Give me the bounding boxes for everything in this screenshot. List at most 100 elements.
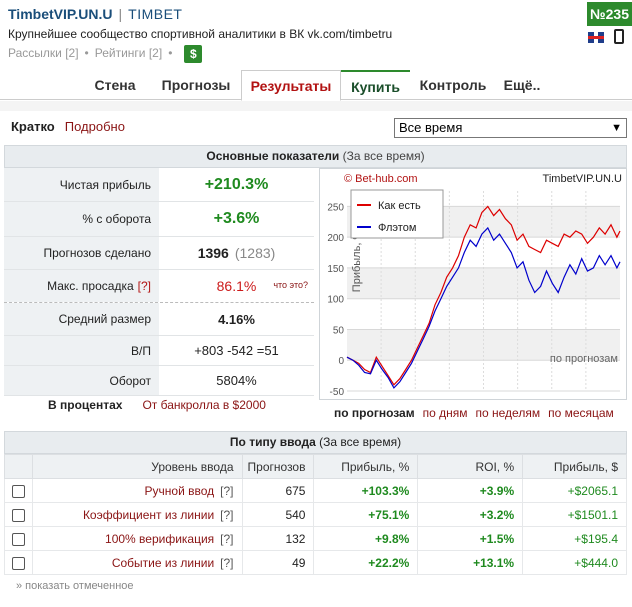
tips-cell: 675 [241,478,315,503]
level-help-link[interactable]: [?] [220,507,234,522]
col-roi: ROI, % [417,454,524,479]
chart-legend [350,189,444,239]
stat-value: +803 -542 =51 [159,336,314,365]
chart-by-months-link[interactable]: по месяцам [548,406,614,420]
entry-type-header: По типу ввода (За все время) [4,431,627,454]
chevron-down-icon: ▼ [611,122,622,134]
table-row: Ручной ввод [?] 675 +103.3% +3.9% +$2065.… [4,478,627,503]
tab-control[interactable]: Контроль [419,77,487,93]
drawdown-what-link[interactable]: что это? [273,280,308,290]
stat-label: В/П [4,336,159,365]
mailings-link[interactable]: Рассылки [2] [8,46,79,61]
stat-label: Чистая прибыль [4,168,159,201]
profit-usd-cell: +$1501.1 [522,502,627,527]
level-link[interactable]: Коэффициент из линии [82,507,215,522]
tab-tips[interactable]: Прогнозы [161,77,231,93]
mode-brief[interactable]: Кратко [11,119,55,134]
ratings-link[interactable]: Рейтинги [2] [94,46,163,61]
tab-buy[interactable]: Купить [341,70,410,100]
uk-flag-icon[interactable] [588,32,604,43]
stat-value: +3.6% [159,202,314,236]
profit-usd-cell: +$2065.1 [522,478,627,503]
chart-by-tips-link[interactable]: по прогнозам [334,406,415,420]
x-axis-label: по прогнозам [550,353,618,365]
stat-label: Прогнозов сделано [4,237,159,269]
level-help-link[interactable]: [?] [220,531,234,546]
level-cell: Ручной ввод [?] [31,478,243,503]
mode-detailed[interactable]: Подробно [64,119,125,134]
table-row: Событие из линии [?] 49 +22.2% +13.1% +$4… [4,550,627,575]
in-percent-link[interactable]: В процентах [48,398,123,412]
stats-table: Чистая прибыль +210.3% % с оборота +3.6%… [4,168,314,396]
chart-by-weeks-link[interactable]: по неделям [475,406,541,420]
stat-label: Оборот [4,366,159,395]
level-link[interactable]: 100% верификация [105,531,215,546]
drawdown-help-link[interactable]: [?] [137,279,151,293]
level-help-link[interactable]: [?] [220,555,234,570]
row-checkbox[interactable] [11,532,25,546]
profit-pct-cell: +9.8% [313,526,419,551]
net-profit-value: +210.3% [204,175,269,193]
mobile-phone-icon[interactable] [614,29,624,44]
level-cell: 100% верификация [?] [31,526,243,551]
row-checkbox[interactable] [11,556,25,570]
stat-value: 5804% [159,366,314,395]
tagline: Крупнейшее сообщество спортивной аналити… [8,27,393,41]
turnover-value: 5804% [216,373,257,388]
profit-pct-cell: +22.2% [313,550,419,575]
stat-row-turnover-pct: % с оборота +3.6% [4,202,314,237]
avg-size-value: 4.16% [218,311,255,327]
profit-usd-cell: +$444.0 [522,550,627,575]
sub-links: Рассылки [2] • Рейтинги [2] • $ [8,45,203,63]
tab-wall[interactable]: Стена [94,77,136,93]
show-selected-link[interactable]: » показать отмеченное [16,580,134,592]
y-tick-label: 100 [327,295,344,306]
row-checkbox[interactable] [11,508,25,522]
row-checkbox-cell [4,526,33,551]
main-tabs: Стена Прогнозы Результаты Купить Контрол… [0,70,632,101]
brand-timbet[interactable]: TIMBET [128,6,183,22]
percent-mode-line: В процентах От банкролла в $2000 [48,398,266,412]
profit-pct-cell: +75.1% [313,502,419,527]
stat-row-avg-size: Средний размер 4.16% [4,303,314,336]
period-select[interactable]: Все время ▼ [394,118,627,138]
tips-value: 1396 [197,245,229,261]
stat-row-turnover: Оборот 5804% [4,366,314,396]
stat-value: 4.16% [159,303,314,335]
level-cell: Событие из линии [?] [31,550,243,575]
stat-label: Макс. просадка [?] [4,270,159,302]
chart-copyright: © Bet-hub.com [344,173,418,185]
entry-type-subtitle: (За все время) [319,435,402,449]
tab-results[interactable]: Результаты [241,70,341,101]
chart-by-days-link[interactable]: по дням [422,406,468,420]
stat-row-net-profit: Чистая прибыль +210.3% [4,168,314,202]
stat-label: Средний размер [4,303,159,335]
dot-separator: • [168,46,173,61]
y-tick-label: 0 [338,356,344,367]
dollar-button[interactable]: $ [184,45,203,63]
level-help-link[interactable]: [?] [220,483,234,498]
level-link[interactable]: Событие из линии [111,555,215,570]
rank-badge[interactable]: №235 [587,2,632,26]
tabs-underlay [0,101,632,111]
chart-watermark: TimbetVIP.UN.U [543,173,623,185]
stat-value: 86.1% что это? [159,270,314,302]
y-tick-label: 150 [327,264,344,275]
col-profit-pct: Прибыль, % [313,454,419,479]
roi-cell: +3.2% [417,502,524,527]
col-level: Уровень ввода [31,454,243,479]
tips-sub-value: (1283) [234,245,276,261]
roi-cell: +13.1% [417,550,524,575]
col-tips: Прогнозов [241,454,315,479]
from-bank-link[interactable]: От банкролла в $2000 [142,398,266,412]
tips-cell: 132 [241,526,315,551]
profit-pct-cell: +103.3% [313,478,419,503]
row-checkbox[interactable] [11,484,25,498]
series-line-flat [346,226,621,389]
y-axis-label: Прибыль, % [351,230,363,293]
col-checkbox [4,454,33,479]
chart-scale-links: по прогнозам по дням по неделям по месяцам [334,406,622,420]
level-link[interactable]: Ручной ввод [144,483,215,498]
site-name-link[interactable]: TimbetVIP.UN.U [8,6,113,22]
tab-more[interactable]: Ещё.. [503,77,541,93]
